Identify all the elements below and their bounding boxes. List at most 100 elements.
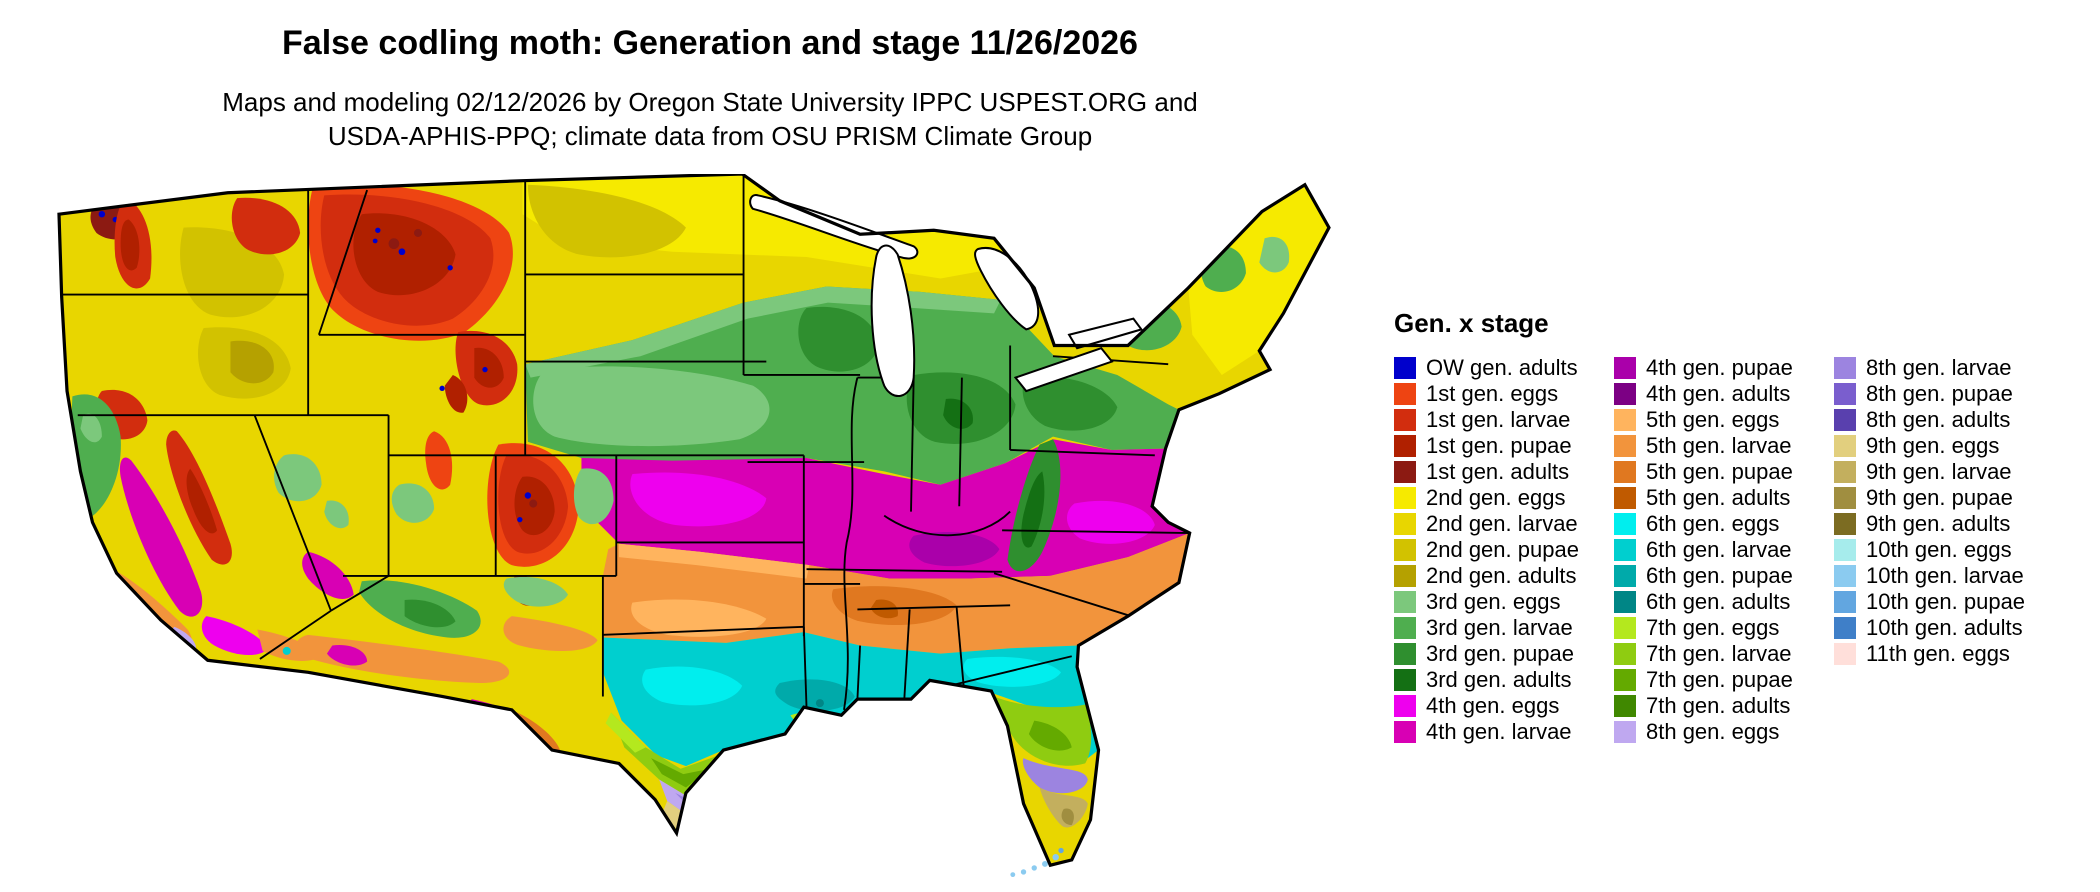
legend-item: 1st gen. adults [1394, 459, 1614, 485]
legend-item-label: 10th gen. larvae [1866, 563, 2024, 588]
legend-item-label: 4th gen. larvae [1426, 719, 1572, 744]
legend-swatch [1834, 409, 1856, 431]
legend-swatch [1394, 435, 1416, 457]
legend-swatch [1614, 721, 1636, 743]
legend-item: 1st gen. pupae [1394, 433, 1614, 459]
legend-item: 6th gen. larvae [1614, 537, 1834, 563]
map-subtitle-line1: Maps and modeling 02/12/2026 by Oregon S… [222, 87, 1198, 117]
legend-swatch [1834, 383, 1856, 405]
legend-item-label: 9th gen. pupae [1866, 485, 2013, 510]
legend-item-label: 5th gen. adults [1646, 485, 1791, 510]
legend-swatch [1834, 487, 1856, 509]
map-subtitle-line2: USDA-APHIS-PPQ; climate data from OSU PR… [327, 121, 1093, 151]
legend-item: 3rd gen. pupae [1394, 641, 1614, 667]
legend-item: 4th gen. pupae [1614, 355, 1834, 381]
legend-swatch [1614, 591, 1636, 613]
legend-item-label: 11th gen. eggs [1866, 641, 2010, 666]
legend-column: 4th gen. pupae 4th gen. adults 5th gen. eg… [1614, 355, 1834, 745]
legend-item-label: 3rd gen. adults [1426, 667, 1572, 692]
legend-swatch [1614, 669, 1636, 691]
legend-item: 10th gen. pupae [1834, 589, 2054, 615]
legend-swatch [1394, 461, 1416, 483]
legend-swatch [1394, 539, 1416, 561]
header: False codling moth: Generation and stage… [0, 24, 1420, 153]
legend-swatch [1614, 409, 1636, 431]
legend-item-label: 4th gen. pupae [1646, 355, 1793, 380]
legend-item-label: 8th gen. adults [1866, 407, 2011, 432]
legend-item: 1st gen. larvae [1394, 407, 1614, 433]
legend-item: 6th gen. adults [1614, 589, 1834, 615]
legend-item-label: 1st gen. eggs [1426, 381, 1559, 406]
legend-swatch [1834, 357, 1856, 379]
legend-item: 9th gen. adults [1834, 511, 2054, 537]
legend-swatch [1834, 591, 1856, 613]
legend-item-label: 5th gen. larvae [1646, 433, 1792, 458]
legend-swatch [1834, 643, 1856, 665]
legend-item: 7th gen. adults [1614, 693, 1834, 719]
legend-swatch [1394, 513, 1416, 535]
legend-swatch [1614, 487, 1636, 509]
legend-item-label: OW gen. adults [1426, 355, 1578, 380]
legend-swatch [1834, 617, 1856, 639]
legend-swatch [1614, 513, 1636, 535]
legend-swatch [1834, 565, 1856, 587]
page-title: False codling moth: Generation and stage… [282, 24, 1138, 62]
legend-item: 5th gen. pupae [1614, 459, 1834, 485]
lake-erie [1013, 346, 1114, 393]
legend-item-label: 9th gen. eggs [1866, 433, 2000, 458]
legend-swatch [1394, 487, 1416, 509]
legend-swatch [1614, 565, 1636, 587]
legend-swatch [1394, 357, 1416, 379]
legend-swatch [1834, 513, 1856, 535]
lake-ontario [1067, 317, 1144, 350]
legend-item: 2nd gen. eggs [1394, 485, 1614, 511]
legend-column: 8th gen. larvae 8th gen. pupae 8th gen. ad… [1834, 355, 2054, 745]
legend-item: 10th gen. eggs [1834, 537, 2054, 563]
legend-swatch [1394, 565, 1416, 587]
legend-item-label: 9th gen. adults [1866, 511, 2011, 536]
legend-swatch [1614, 695, 1636, 717]
legend-item-label: 6th gen. pupae [1646, 563, 1793, 588]
legend-columns: OW gen. adults 1st gen. eggs 1st gen. larv… [1394, 355, 2094, 745]
legend-item-label: 3rd gen. pupae [1426, 641, 1575, 666]
legend-swatch [1834, 539, 1856, 561]
lakes-layer [749, 194, 1144, 397]
legend-item: 4th gen. larvae [1394, 719, 1614, 745]
legend-swatch [1614, 383, 1636, 405]
legend-item-label: 1st gen. adults [1426, 459, 1570, 484]
legend-swatch [1394, 591, 1416, 613]
legend-item: 3rd gen. eggs [1394, 589, 1614, 615]
legend-item: 2nd gen. pupae [1394, 537, 1614, 563]
legend-item: 11th gen. eggs [1834, 641, 2054, 667]
legend-item-label: 2nd gen. larvae [1426, 511, 1578, 536]
legend-item: 4th gen. adults [1614, 381, 1834, 407]
legend-item: 7th gen. pupae [1614, 667, 1834, 693]
legend-item-label: 4th gen. adults [1646, 381, 1791, 406]
legend-swatch [1834, 435, 1856, 457]
legend-item-label: 1st gen. pupae [1426, 433, 1572, 458]
map-regions [59, 174, 1329, 866]
legend-item-label: 1st gen. larvae [1426, 407, 1571, 432]
legend-item-label: 3rd gen. eggs [1426, 589, 1561, 614]
legend-item-label: 8th gen. eggs [1646, 719, 1780, 744]
legend-swatch [1394, 383, 1416, 405]
legend-item-label: 2nd gen. pupae [1426, 537, 1579, 562]
legend-item: 10th gen. adults [1834, 615, 2054, 641]
legend-item: 2nd gen. adults [1394, 563, 1614, 589]
legend-item-label: 10th gen. eggs [1866, 537, 2012, 562]
legend-item-label: 10th gen. adults [1866, 615, 2023, 640]
legend-item-label: 8th gen. pupae [1866, 381, 2013, 406]
us-map [56, 172, 1340, 884]
legend-item-label: 7th gen. larvae [1646, 641, 1792, 666]
lake-michigan [870, 244, 916, 397]
legend-swatch [1394, 617, 1416, 639]
legend-item-label: 4th gen. eggs [1426, 693, 1560, 718]
legend-swatch [1614, 435, 1636, 457]
legend-swatch [1394, 695, 1416, 717]
legend-item-label: 6th gen. eggs [1646, 511, 1780, 536]
legend-swatch [1614, 539, 1636, 561]
legend-swatch [1834, 461, 1856, 483]
legend-item: 10th gen. larvae [1834, 563, 2054, 589]
legend-item-label: 6th gen. larvae [1646, 537, 1792, 562]
